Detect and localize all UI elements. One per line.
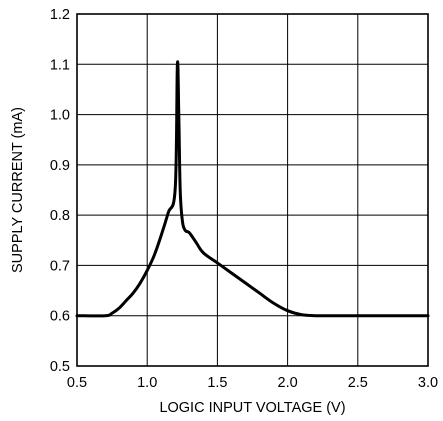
grid (76, 13, 429, 367)
x-axis-label: LOGIC INPUT VOLTAGE (V) (159, 400, 345, 416)
y-axis-label: SUPPLY CURRENT (mA) (10, 107, 26, 273)
x-tick-label: 0.5 (67, 375, 87, 391)
data-series (75, 60, 430, 318)
y-tick-label: 1.0 (50, 108, 70, 124)
tick-labels: 0.5 1.0 1.5 2.0 2.5 3.0 0.5 0.6 0.7 0.8 0.9 1.0 1.1 1… (50, 7, 438, 391)
y-tick-label: 0.7 (50, 258, 70, 274)
y-tick-label: 0.9 (50, 158, 70, 174)
x-tick-label: 2.0 (278, 375, 298, 391)
x-tick-label: 1.0 (137, 375, 157, 391)
supply-current-line (75, 60, 430, 318)
y-tick-label: 1.1 (50, 57, 70, 73)
x-tick-label: 3.0 (418, 375, 438, 391)
y-tick-label: 0.6 (50, 309, 70, 325)
x-tick-label: 1.5 (207, 375, 227, 391)
x-tick-label: 2.5 (348, 375, 368, 391)
y-tick-label: 1.2 (50, 7, 70, 23)
plot-frame (76, 13, 429, 367)
y-tick-label: 0.5 (50, 359, 70, 375)
y-tick-label: 0.8 (50, 208, 70, 224)
